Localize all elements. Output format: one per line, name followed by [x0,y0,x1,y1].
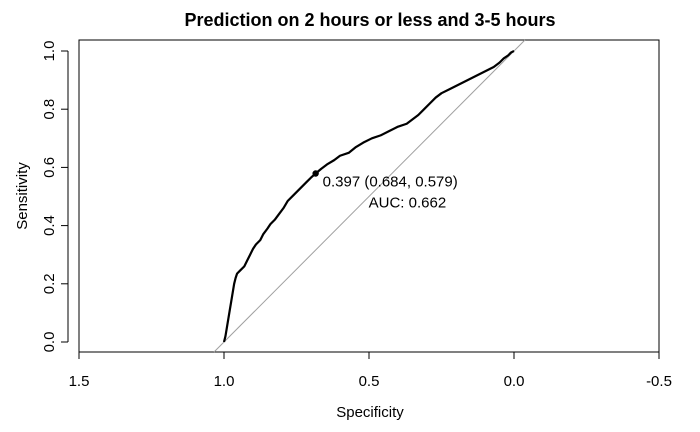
y-tick-label: 0.6 [41,157,58,178]
reference-diagonal-line [213,39,526,353]
threshold-point [312,170,319,177]
y-axis-label: Sensitivity [14,162,31,230]
auc-annotation: AUC: 0.662 [369,195,447,212]
x-axis: 1.5 1.0 0.5 0.0 -0.5 [69,351,672,390]
x-axis-label: Specificity [336,404,404,421]
x-tick-label: 1.5 [69,373,90,390]
plot-area [213,39,526,353]
chart-title: Prediction on 2 hours or less and 3-5 ho… [184,10,555,30]
x-tick-label: -0.5 [646,373,672,390]
x-tick-label: 1.0 [214,373,235,390]
x-tick-label: 0.0 [504,373,525,390]
y-tick-label: 0.2 [41,273,58,294]
x-tick-label: 0.5 [359,373,380,390]
y-tick-label: 0.4 [41,215,58,236]
y-tick-label: 0.0 [41,332,58,353]
y-tick-label: 0.8 [41,99,58,120]
threshold-annotation: 0.397 (0.684, 0.579) [323,174,458,191]
y-tick-label: 1.0 [41,41,58,62]
y-axis: 0.0 0.2 0.4 0.6 0.8 1.0 [41,41,69,353]
